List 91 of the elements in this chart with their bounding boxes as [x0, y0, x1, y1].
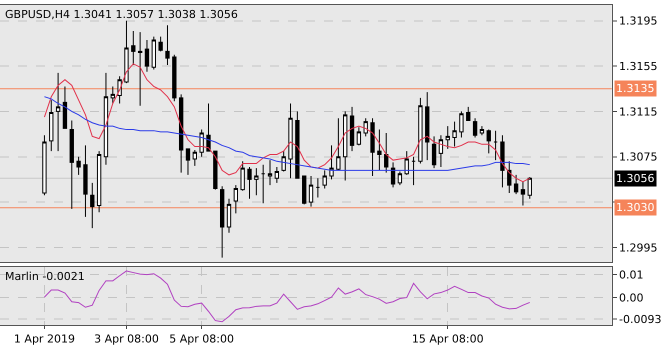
candlestick [316, 178, 320, 198]
candlestick [96, 150, 102, 213]
ref-line-label: 1.3056 [616, 172, 654, 185]
candlestick [295, 110, 300, 179]
candlestick [240, 160, 245, 192]
candlestick [404, 150, 409, 176]
candlestick [247, 166, 252, 200]
x-tick-label: 5 Apr 08:00 [169, 332, 234, 346]
chart-title: GBPUSD,H4 1.3041 1.3057 1.3038 1.3056 [5, 8, 238, 21]
candlestick [199, 129, 204, 158]
candlestick [83, 144, 88, 218]
candlestick [514, 174, 518, 195]
candlestick [350, 106, 354, 152]
y-tick-label: 1.3155 [619, 60, 658, 73]
candlestick [302, 176, 306, 205]
y-tick-label: 1.3115 [619, 105, 658, 118]
y-tick-label: 1.3075 [619, 150, 658, 164]
candlestick [486, 129, 491, 154]
line-series [44, 96, 530, 171]
candlestick [226, 198, 232, 234]
candlestick [261, 164, 266, 204]
candlestick [138, 32, 142, 106]
x-tick-label: 15 Apr 08:00 [412, 332, 484, 346]
ref-line-label: 1.3135 [616, 82, 654, 95]
candlestick [418, 97, 423, 164]
candlestick [90, 182, 94, 229]
candlestick [480, 126, 484, 136]
candlestick [446, 126, 450, 150]
candlestick [110, 86, 115, 104]
candlestick [56, 72, 60, 152]
candlestick [472, 118, 478, 138]
line-series [44, 63, 530, 182]
candlestick [520, 181, 526, 206]
candlestick [452, 121, 457, 148]
candlestick [49, 100, 54, 152]
candlestick [432, 136, 436, 169]
candlestick [384, 132, 388, 174]
candlestick [274, 166, 280, 184]
candlestick [507, 160, 512, 194]
y-tick-label: 0.01 [619, 268, 644, 282]
candlestick [288, 102, 293, 179]
candlestick [459, 110, 464, 138]
candlestick [411, 156, 416, 186]
candlestick [152, 36, 156, 70]
candlestick [178, 94, 184, 174]
candlestick [398, 170, 402, 186]
line-series [44, 270, 530, 322]
candlestick [528, 176, 532, 200]
candlestick [186, 148, 190, 176]
y-tick-label: 1.3195 [619, 14, 658, 28]
candlestick [282, 150, 286, 172]
candlestick [370, 118, 375, 177]
candlestick [70, 120, 74, 210]
candlestick [336, 118, 341, 171]
candlestick [308, 176, 314, 208]
candlestick [234, 184, 238, 214]
candlestick [172, 54, 176, 102]
candlestick [42, 134, 47, 196]
candlestick [165, 24, 170, 66]
y-tick-label: 1.2995 [619, 241, 658, 254]
candlestick [343, 110, 348, 182]
candlestick [192, 149, 197, 166]
candlestick [104, 72, 108, 166]
candlestick [206, 102, 211, 152]
candlestick [220, 186, 224, 258]
candlestick [390, 162, 396, 188]
candlestick [268, 160, 272, 186]
candlestick [500, 134, 505, 188]
candlestick [124, 20, 129, 84]
x-tick-label: 3 Apr 08:00 [94, 332, 159, 346]
candlestick [364, 118, 368, 137]
candlestick [377, 129, 382, 171]
candlestick [322, 170, 327, 189]
y-tick-label: 0.00 [619, 291, 644, 304]
candlestick [76, 156, 81, 176]
candlestick [62, 86, 68, 129]
candlestick [158, 36, 163, 52]
candlestick [131, 30, 136, 66]
y-tick-label: -0.0093 [619, 312, 662, 326]
candlestick [144, 40, 150, 72]
candlestick [425, 92, 430, 161]
candlestick [213, 150, 218, 190]
candlestick [493, 130, 498, 161]
candlestick [356, 126, 362, 146]
chart-title: Marlin -0.0021 [5, 270, 85, 283]
candlestick [466, 106, 470, 121]
x-tick-label: 1 Apr 2019 [14, 332, 75, 346]
candlestick [329, 144, 334, 180]
candlestick [254, 168, 259, 196]
candlestick [438, 134, 444, 168]
ref-line-label: 1.3030 [616, 201, 654, 214]
